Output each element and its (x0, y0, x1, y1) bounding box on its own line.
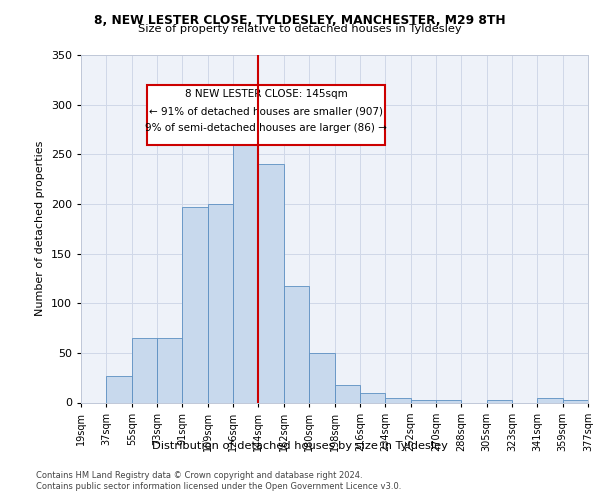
Text: Size of property relative to detached houses in Tyldesley: Size of property relative to detached ho… (138, 24, 462, 34)
FancyBboxPatch shape (147, 84, 385, 146)
Bar (487, 400, 512, 402)
Text: 8 NEW LESTER CLOSE: 145sqm: 8 NEW LESTER CLOSE: 145sqm (185, 88, 347, 99)
Text: 8, NEW LESTER CLOSE, TYLDESLEY, MANCHESTER, M29 8TH: 8, NEW LESTER CLOSE, TYLDESLEY, MANCHEST… (94, 14, 506, 27)
Text: ← 91% of detached houses are smaller (907): ← 91% of detached houses are smaller (90… (149, 106, 383, 116)
Bar (360, 392, 385, 402)
Bar (157, 338, 182, 402)
Bar (563, 400, 588, 402)
Bar (182, 207, 208, 402)
Text: 9% of semi-detached houses are larger (86) →: 9% of semi-detached houses are larger (8… (145, 124, 387, 134)
Text: Contains public sector information licensed under the Open Government Licence v3: Contains public sector information licen… (36, 482, 401, 491)
Bar (538, 398, 563, 402)
Text: Contains HM Land Registry data © Crown copyright and database right 2024.: Contains HM Land Registry data © Crown c… (36, 471, 362, 480)
Bar (335, 384, 360, 402)
Bar (385, 398, 410, 402)
Text: Distribution of detached houses by size in Tyldesley: Distribution of detached houses by size … (152, 441, 448, 451)
Bar (410, 400, 436, 402)
Bar (436, 400, 461, 402)
Bar (106, 376, 132, 402)
Bar (132, 338, 157, 402)
Bar (309, 353, 335, 403)
Bar (208, 204, 233, 402)
Bar (284, 286, 309, 403)
Bar (259, 164, 284, 402)
Bar (233, 140, 259, 402)
Y-axis label: Number of detached properties: Number of detached properties (35, 141, 45, 316)
